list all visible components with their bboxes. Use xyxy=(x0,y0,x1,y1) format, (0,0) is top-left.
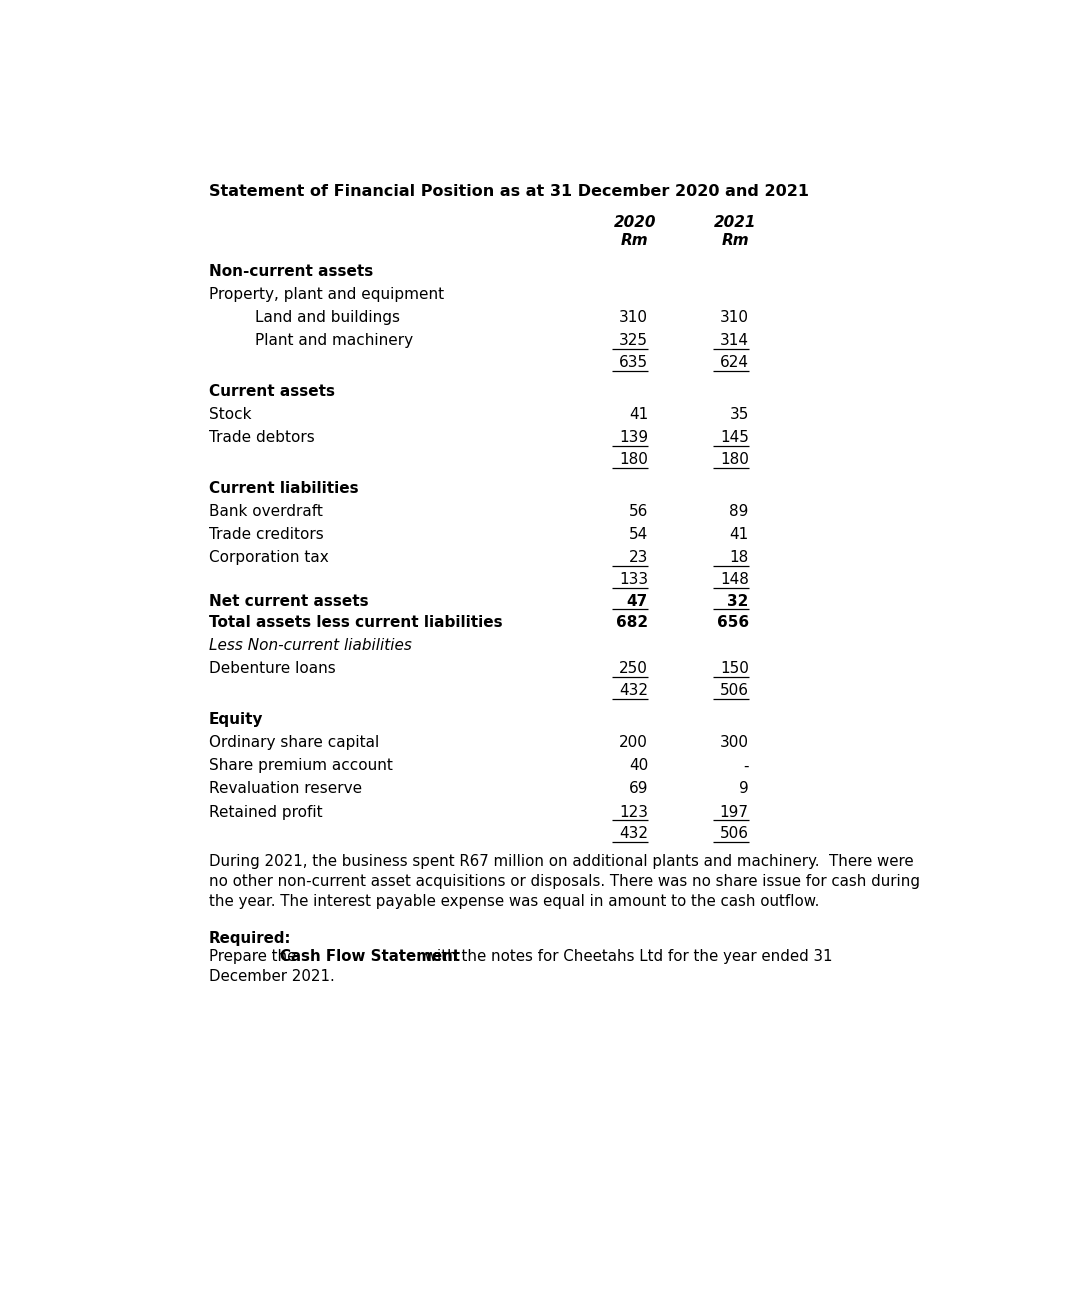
Text: 18: 18 xyxy=(730,551,748,565)
Text: Non-current assets: Non-current assets xyxy=(208,264,373,279)
Text: Current liabilities: Current liabilities xyxy=(208,481,359,496)
Text: 325: 325 xyxy=(619,334,648,348)
Text: December 2021.: December 2021. xyxy=(208,969,335,985)
Text: 310: 310 xyxy=(719,310,748,325)
Text: Plant and machinery: Plant and machinery xyxy=(255,334,414,348)
Text: 624: 624 xyxy=(719,355,748,370)
Text: 150: 150 xyxy=(720,661,748,677)
Text: 300: 300 xyxy=(719,735,748,751)
Text: 432: 432 xyxy=(619,683,648,698)
Text: Statement of Financial Position as at 31 December 2020 and 2021: Statement of Financial Position as at 31… xyxy=(208,184,809,199)
Text: 682: 682 xyxy=(616,616,648,630)
Text: 656: 656 xyxy=(717,616,748,630)
Text: Less Non-current liabilities: Less Non-current liabilities xyxy=(208,638,411,653)
Text: 506: 506 xyxy=(719,826,748,840)
Text: Retained profit: Retained profit xyxy=(208,804,322,820)
Text: 2020: 2020 xyxy=(613,214,657,230)
Text: 23: 23 xyxy=(629,551,648,565)
Text: 197: 197 xyxy=(719,804,748,820)
Text: Revaluation reserve: Revaluation reserve xyxy=(208,782,362,796)
Text: 9: 9 xyxy=(739,782,748,796)
Text: no other non-current asset acquisitions or disposals. There was no share issue f: no other non-current asset acquisitions … xyxy=(208,874,920,889)
Text: Equity: Equity xyxy=(208,712,264,727)
Text: Net current assets: Net current assets xyxy=(208,594,368,608)
Text: Prepare the: Prepare the xyxy=(208,950,300,964)
Text: Total assets less current liabilities: Total assets less current liabilities xyxy=(208,616,502,630)
Text: Cash Flow Statement: Cash Flow Statement xyxy=(280,950,460,964)
Text: 123: 123 xyxy=(619,804,648,820)
Text: Property, plant and equipment: Property, plant and equipment xyxy=(208,287,444,303)
Text: 89: 89 xyxy=(729,504,748,520)
Text: Ordinary share capital: Ordinary share capital xyxy=(208,735,379,751)
Text: -: - xyxy=(743,759,748,773)
Text: Trade creditors: Trade creditors xyxy=(208,527,323,543)
Text: 35: 35 xyxy=(729,407,748,422)
Text: 139: 139 xyxy=(619,430,648,446)
Text: Corporation tax: Corporation tax xyxy=(208,551,328,565)
Text: 200: 200 xyxy=(619,735,648,751)
Text: the year. The interest payable expense was equal in amount to the cash outflow.: the year. The interest payable expense w… xyxy=(208,894,819,909)
Text: Current assets: Current assets xyxy=(208,385,335,399)
Text: 2021: 2021 xyxy=(714,214,757,230)
Text: 180: 180 xyxy=(619,452,648,466)
Text: 41: 41 xyxy=(730,527,748,543)
Text: 310: 310 xyxy=(619,310,648,325)
Text: 180: 180 xyxy=(720,452,748,466)
Text: 635: 635 xyxy=(619,355,648,370)
Text: 56: 56 xyxy=(629,504,648,520)
Text: Debenture loans: Debenture loans xyxy=(208,661,336,677)
Text: Share premium account: Share premium account xyxy=(208,759,392,773)
Text: 32: 32 xyxy=(728,594,748,608)
Text: 133: 133 xyxy=(619,572,648,587)
Text: During 2021, the business spent R67 million on additional plants and machinery. : During 2021, the business spent R67 mill… xyxy=(208,853,914,869)
Text: 47: 47 xyxy=(626,594,648,608)
Text: Rm: Rm xyxy=(721,234,750,248)
Text: 506: 506 xyxy=(719,683,748,698)
Text: 40: 40 xyxy=(629,759,648,773)
Text: Rm: Rm xyxy=(621,234,649,248)
Text: 41: 41 xyxy=(629,407,648,422)
Text: 314: 314 xyxy=(719,334,748,348)
Text: Land and buildings: Land and buildings xyxy=(255,310,400,325)
Text: Bank overdraft: Bank overdraft xyxy=(208,504,323,520)
Text: Trade debtors: Trade debtors xyxy=(208,430,314,446)
Text: 250: 250 xyxy=(619,661,648,677)
Text: 145: 145 xyxy=(720,430,748,446)
Text: with the notes for Cheetahs Ltd for the year ended 31: with the notes for Cheetahs Ltd for the … xyxy=(419,950,832,964)
Text: 432: 432 xyxy=(619,826,648,840)
Text: 148: 148 xyxy=(720,572,748,587)
Text: Stock: Stock xyxy=(208,407,252,422)
Text: 54: 54 xyxy=(629,527,648,543)
Text: Required:: Required: xyxy=(208,931,291,946)
Text: 69: 69 xyxy=(629,782,648,796)
